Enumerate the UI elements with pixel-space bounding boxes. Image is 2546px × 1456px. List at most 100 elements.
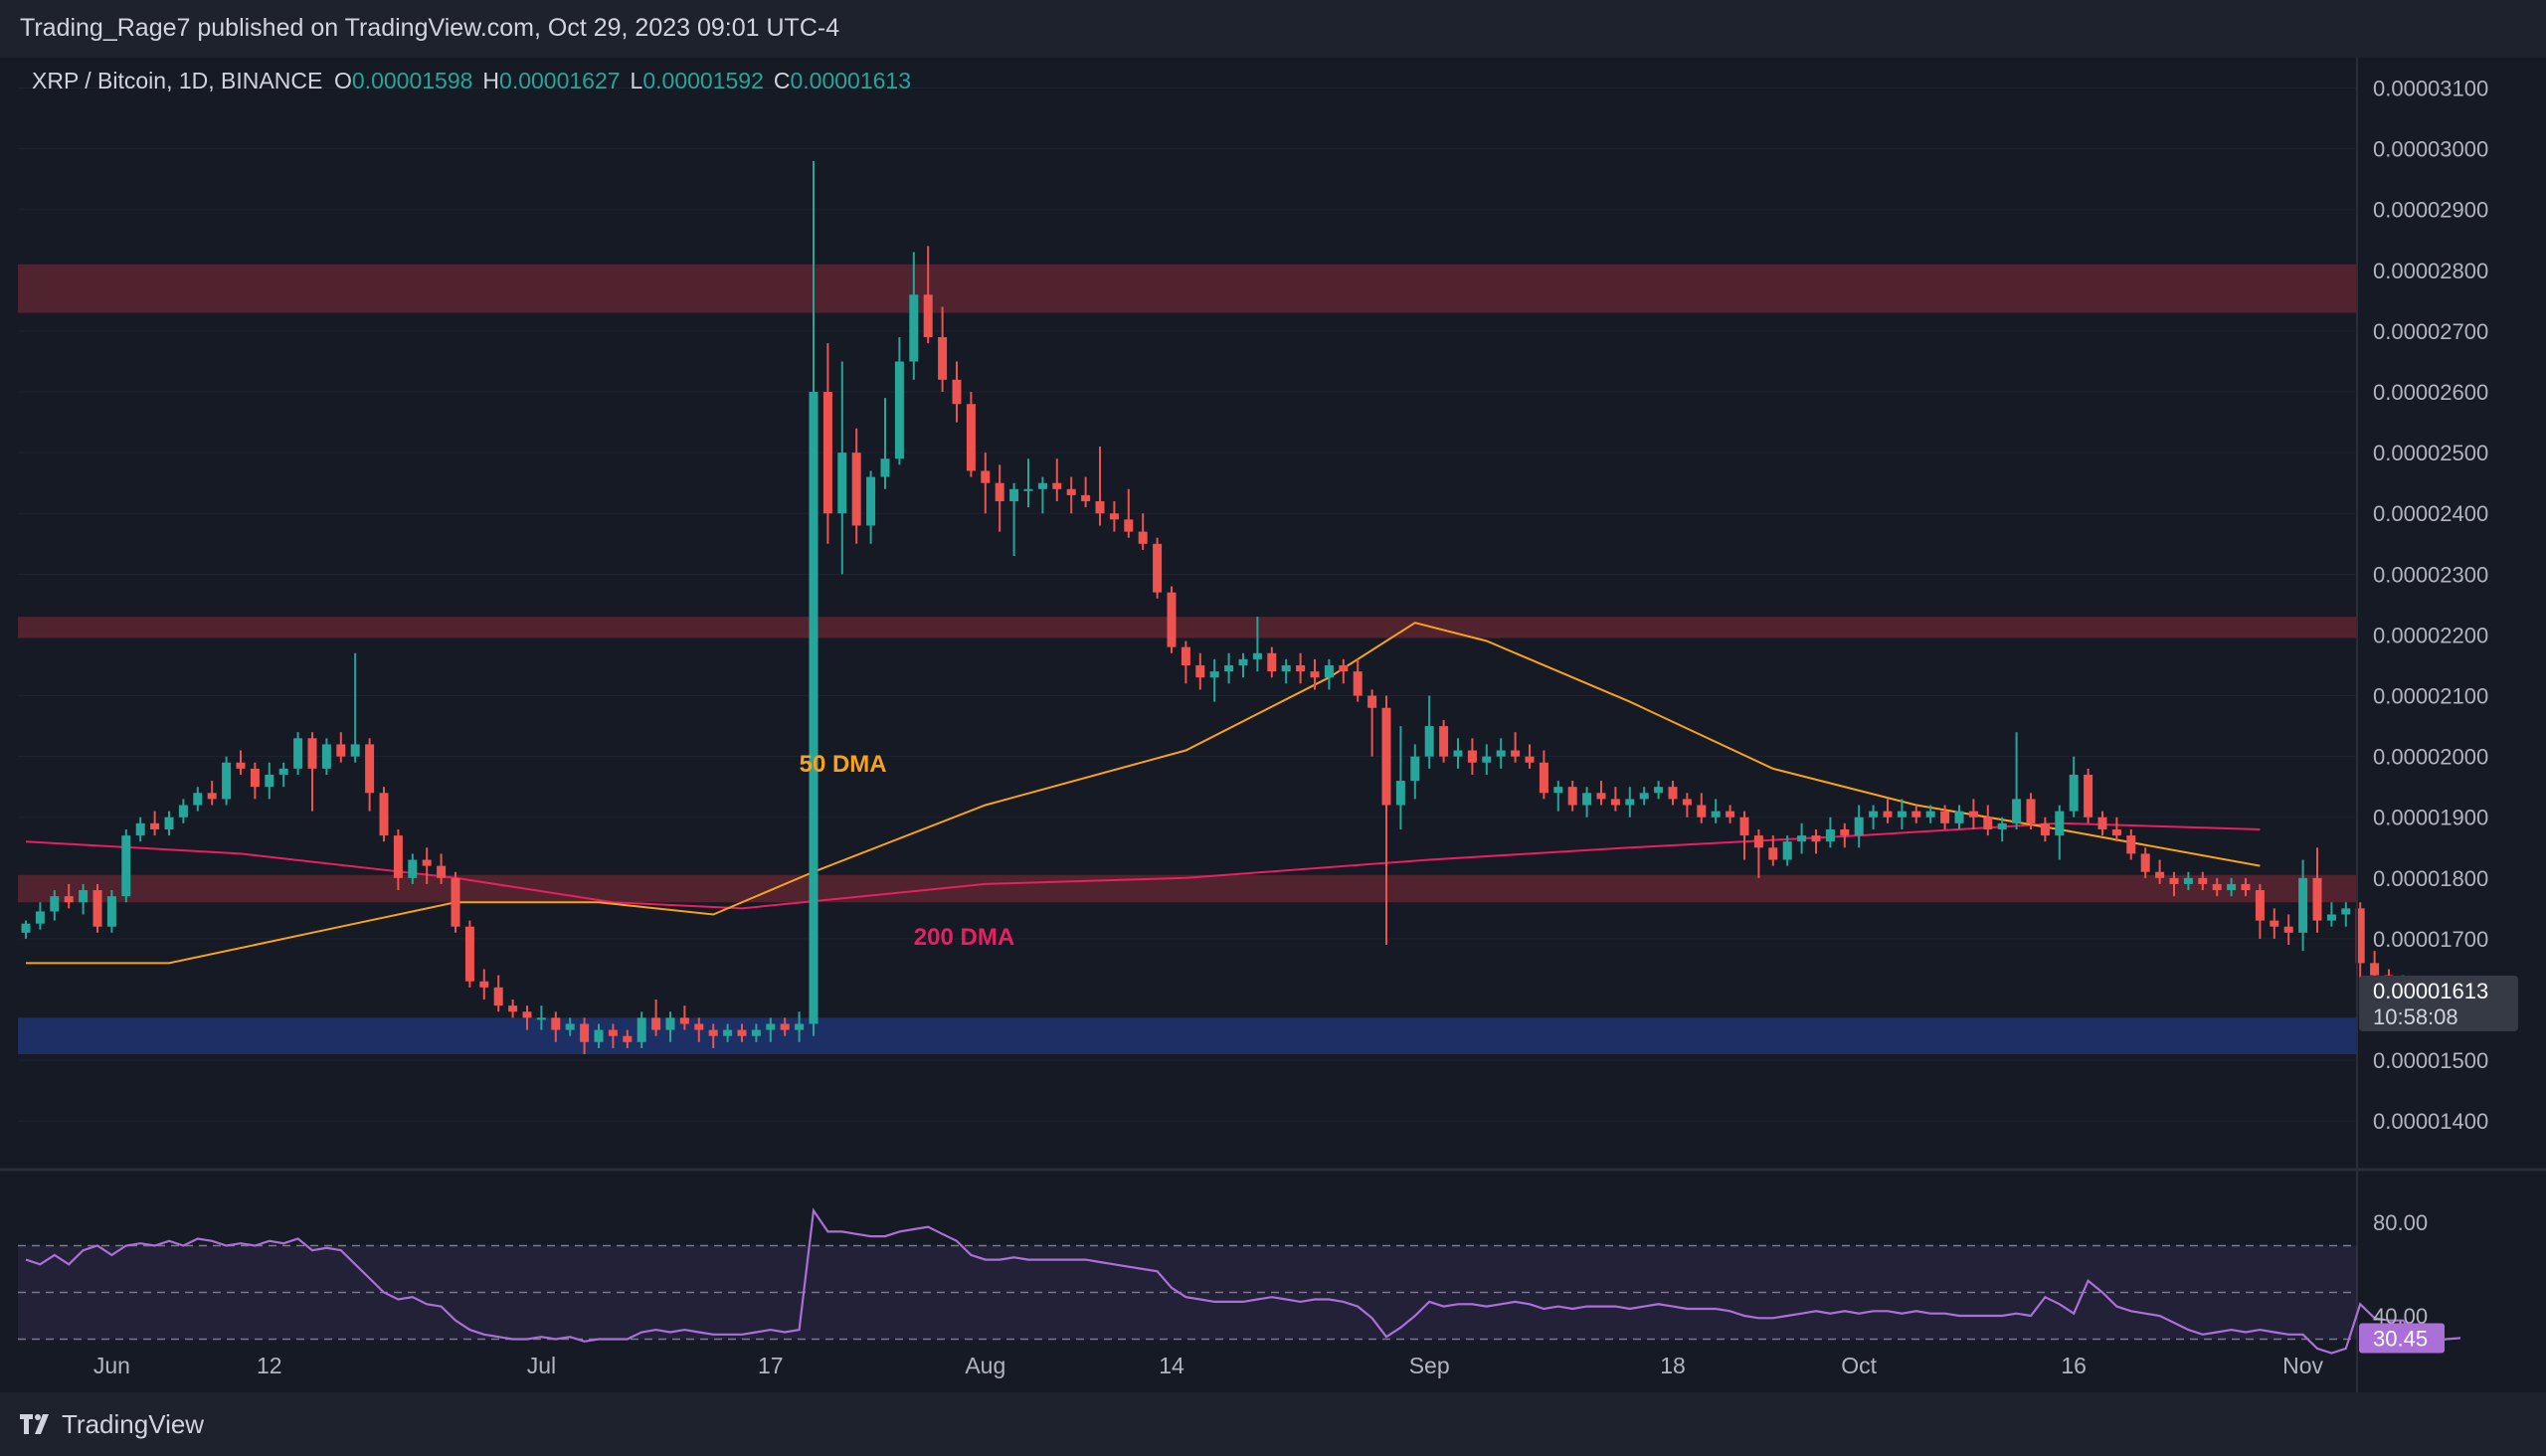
candle: [64, 883, 74, 909]
candle: [2155, 859, 2165, 884]
candle-body: [1567, 787, 1577, 806]
candle: [623, 1029, 633, 1048]
candle-body: [508, 1005, 518, 1012]
candle: [880, 398, 890, 489]
candle: [1224, 652, 1234, 684]
candle-body: [222, 762, 232, 800]
candle: [1353, 658, 1363, 702]
candle-body: [1511, 750, 1521, 757]
candle: [1711, 799, 1721, 823]
candle-body: [1453, 750, 1463, 757]
candle: [379, 787, 389, 842]
price-tick-label: 0.00001900: [2373, 806, 2488, 830]
candle-body: [1496, 750, 1506, 757]
candle: [21, 920, 31, 939]
candle: [437, 853, 447, 884]
candle: [1209, 658, 1219, 702]
candle: [321, 738, 331, 775]
candle-body: [851, 453, 861, 526]
candle-body: [236, 762, 246, 769]
candle: [79, 883, 89, 915]
candle: [708, 1023, 718, 1048]
candle: [2270, 908, 2279, 939]
candle: [278, 762, 288, 788]
candle-body: [1281, 664, 1291, 672]
candle-body: [1238, 658, 1248, 665]
candle: [1009, 482, 1019, 557]
time-tick-label: Jul: [527, 1353, 556, 1378]
candle-body: [2126, 835, 2136, 854]
resistance-zone: [18, 874, 2357, 903]
candle: [636, 1011, 646, 1048]
candle-body: [665, 1017, 675, 1030]
candle-body: [1482, 756, 1492, 763]
candle-body: [1167, 592, 1177, 647]
candle-body: [336, 744, 346, 757]
candle: [522, 1005, 532, 1030]
tradingview-icon: [20, 1414, 49, 1434]
candle: [1869, 805, 1879, 829]
publisher-line: Trading_Rage7 published on TradingView.c…: [20, 14, 840, 42]
candle: [1482, 744, 1492, 775]
price-axis[interactable]: 0.00003100 0.00003000 0.00002900 0.00002800…: [2373, 77, 2488, 1135]
candle-body: [1968, 811, 1978, 818]
candle-body: [1654, 787, 1664, 794]
candle-body: [2055, 811, 2065, 836]
tradingview-logo[interactable]: TradingView: [20, 1406, 204, 1442]
candle-body: [2370, 963, 2380, 976]
rsi-levels: [18, 1244, 2357, 1341]
candle: [2169, 871, 2179, 897]
ohlc-values: O0.00001598 H0.00001627 L0.00001592 C0.0000…: [334, 68, 911, 93]
candle: [35, 902, 45, 930]
candle: [2084, 768, 2093, 823]
time-tick-label: 16: [2061, 1353, 2087, 1378]
price-tick-label: 0.00001500: [2373, 1048, 2488, 1073]
candle: [837, 361, 847, 575]
candle-body: [551, 1017, 561, 1030]
candle: [766, 1017, 776, 1042]
candle: [150, 811, 160, 836]
candle-body: [35, 911, 45, 924]
rsi-line: [25, 1207, 2461, 1355]
candle: [1567, 781, 1577, 812]
candle: [665, 1011, 675, 1042]
candle: [2026, 793, 2036, 829]
candle: [1797, 822, 1807, 854]
candle-body: [1267, 652, 1277, 672]
candle: [1410, 744, 1420, 800]
countdown-text: 10:58:08: [2373, 1004, 2458, 1029]
candle-body: [708, 1029, 718, 1036]
candle-body: [1954, 811, 1964, 823]
candle-body: [1252, 652, 1262, 659]
candle-body: [1596, 793, 1606, 800]
candle-body: [737, 1029, 747, 1036]
candle: [265, 762, 274, 800]
candle-body: [1739, 817, 1749, 836]
candle: [106, 890, 116, 933]
candle: [551, 1011, 561, 1042]
candle: [894, 337, 904, 465]
price-tick-label: 0.00002800: [2373, 259, 2488, 283]
candle: [1324, 658, 1334, 690]
candle: [1081, 476, 1091, 508]
candle: [1639, 787, 1649, 806]
candle-body: [1639, 793, 1649, 800]
candle: [164, 811, 174, 836]
time-tick-label: Aug: [965, 1353, 1005, 1378]
candle: [178, 799, 188, 823]
time-tick-label: Oct: [1841, 1353, 1877, 1378]
candle: [2069, 756, 2079, 818]
candle-body: [1023, 488, 1033, 491]
candle: [222, 756, 232, 806]
ohlc-key: H: [482, 68, 499, 93]
candle: [1453, 738, 1463, 769]
candle-body: [1840, 828, 1850, 836]
candle-body: [1883, 811, 1893, 818]
candle: [2255, 883, 2265, 939]
price-tick-label: 0.00002500: [2373, 441, 2488, 465]
chart-area[interactable]: 50 DMA 200 DMA XRP / Bitcoin, 1D, BINANCE…: [0, 58, 2546, 1392]
candle-body: [1052, 482, 1062, 489]
time-axis[interactable]: Jun 12 Jul 17 Aug 14 Sep 18 Oct 16 Nov: [93, 1353, 2324, 1378]
candle-body: [422, 859, 432, 866]
publisher-bar: Trading_Rage7 published on TradingView.c…: [0, 0, 2546, 58]
